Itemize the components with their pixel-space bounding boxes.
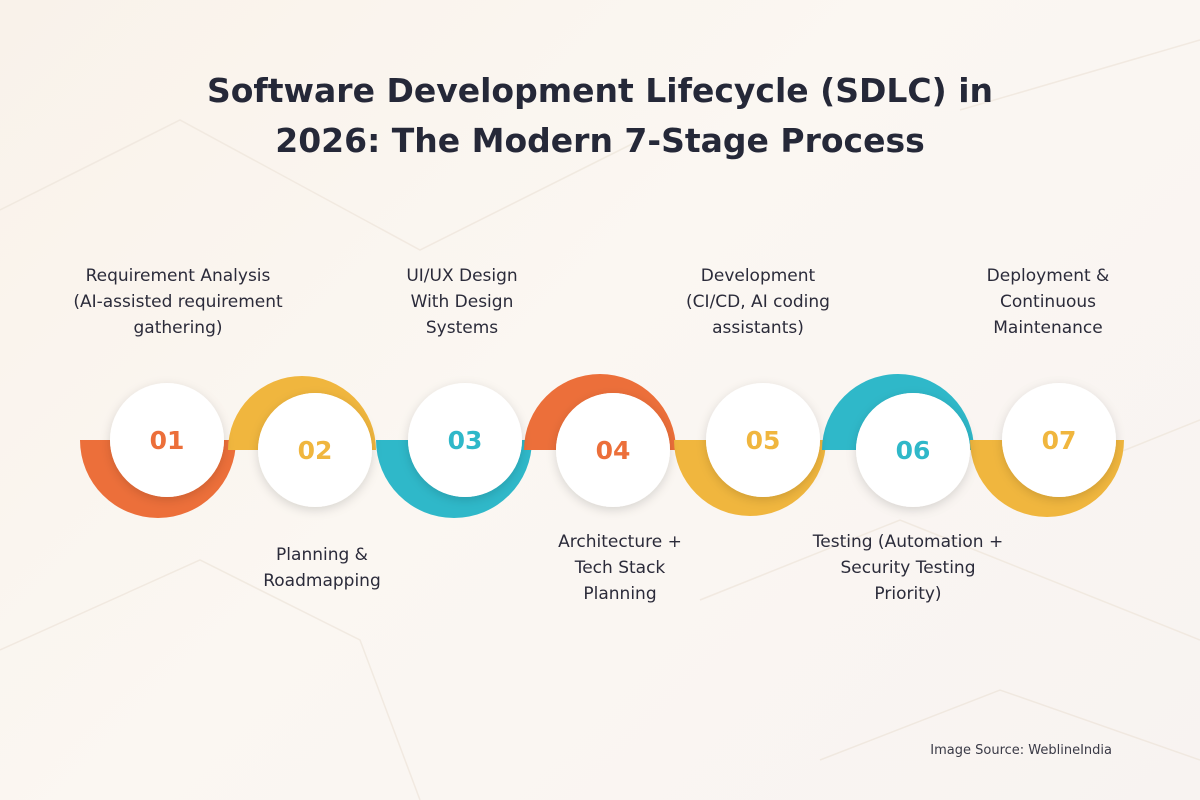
stage-03-circle — [408, 383, 522, 497]
stage-07-arc — [970, 440, 1124, 517]
stage-04-number: 04 — [596, 436, 631, 465]
stage-07-label: Deployment & Continuous Maintenance — [918, 263, 1178, 341]
stage-06-number: 06 — [896, 436, 931, 465]
stage-04-label: Architecture + Tech Stack Planning — [490, 529, 750, 607]
stage-05-label-line: assistants) — [712, 318, 804, 338]
stage-02-label-line: Planning & — [276, 545, 368, 565]
stage-06-arc — [822, 374, 974, 450]
stage-03-arc — [376, 440, 532, 518]
stage-02-label: Planning & Roadmapping — [192, 542, 452, 594]
stage-04-circle — [556, 393, 670, 507]
title-line-1: Software Development Lifecycle (SDLC) in — [206, 71, 994, 110]
stage-01-arc — [80, 440, 236, 518]
stage-02-circle — [258, 393, 372, 507]
title-line-2: 2026: The Modern 7-Stage Process — [275, 121, 925, 160]
stage-03-number: 03 — [448, 426, 483, 455]
stage-07-label-line: Maintenance — [993, 318, 1103, 338]
stage-05-label-line: (CI/CD, AI coding — [686, 292, 830, 312]
stage-06-label-line: Priority) — [874, 584, 942, 604]
stage-02-label-line: Roadmapping — [263, 571, 381, 591]
stage-03-label-line: UI/UX Design — [406, 266, 518, 286]
stage-05-circle — [706, 383, 820, 497]
stage-03-label-line: With Design — [410, 292, 514, 312]
stage-06-label: Testing (Automation + Security Testing P… — [778, 529, 1038, 607]
stage-07-number: 07 — [1042, 426, 1077, 455]
stage-05-label-line: Development — [700, 266, 816, 286]
stage-01-label-line: gathering) — [133, 318, 223, 338]
stage-01-circle — [110, 383, 224, 497]
stage-04-label-line: Architecture + — [558, 532, 682, 552]
stage-07-circle — [1002, 383, 1116, 497]
stage-07-label-line: Continuous — [999, 292, 1096, 312]
stage-03-label-line: Systems — [425, 318, 499, 338]
stage-02-number: 02 — [298, 436, 333, 465]
stage-07-label-line: Deployment & — [986, 266, 1110, 286]
stage-04-label-line: Tech Stack — [574, 558, 666, 578]
stage-04-arc — [524, 374, 676, 450]
stage-01-label-line: Requirement Analysis — [85, 266, 271, 286]
image-source-credit: Image Source: WeblineIndia — [930, 743, 1112, 758]
stage-05-label: Development (CI/CD, AI coding assistants… — [628, 263, 888, 341]
stage-05-number: 05 — [746, 426, 781, 455]
stage-01-label-line: (AI-assisted requirement — [73, 292, 283, 312]
stage-06-label-line: Testing (Automation + — [812, 532, 1004, 552]
stage-02-arc — [228, 376, 376, 450]
stage-06-circle — [856, 393, 970, 507]
stage-03-label: UI/UX Design With Design Systems — [332, 263, 592, 341]
stage-01-label: Requirement Analysis (AI-assisted requir… — [48, 263, 308, 341]
page-title: Software Development Lifecycle (SDLC) in… — [150, 66, 1050, 166]
stage-04-label-line: Planning — [583, 584, 657, 604]
stage-01-number: 01 — [150, 426, 185, 455]
stage-05-arc — [674, 440, 826, 516]
stage-06-label-line: Security Testing — [840, 558, 976, 578]
